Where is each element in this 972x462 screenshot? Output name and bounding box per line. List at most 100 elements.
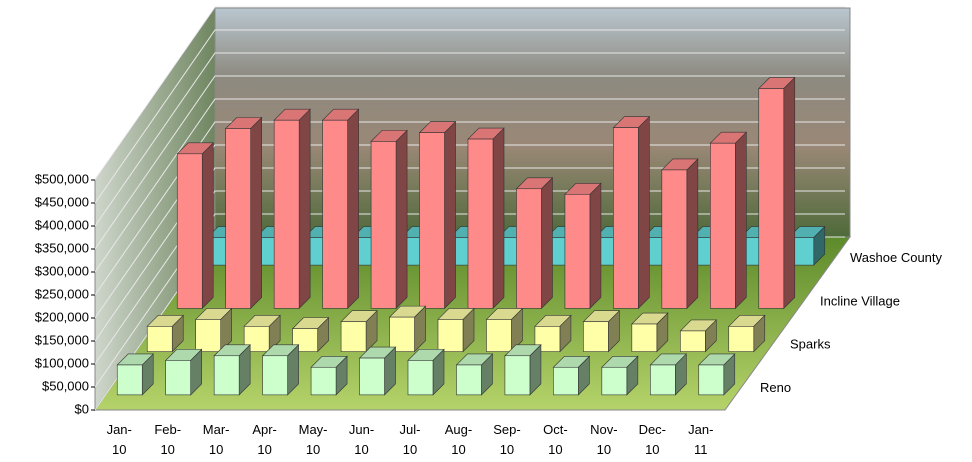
bar-front xyxy=(176,153,203,309)
bar xyxy=(164,348,203,396)
bar xyxy=(418,120,457,310)
bar xyxy=(213,344,251,396)
y-tick-label: $200,000 xyxy=(35,309,89,324)
bar-front xyxy=(631,323,658,352)
bar xyxy=(485,307,524,353)
y-tick-label: $50,000 xyxy=(42,378,89,393)
grid-line xyxy=(94,75,845,250)
y-tick-label: $500,000 xyxy=(35,171,89,186)
bar-front xyxy=(661,169,688,309)
bar xyxy=(273,108,311,310)
bar-front xyxy=(340,321,367,352)
bar-front xyxy=(322,119,348,309)
x-tick-label: Jul-10 xyxy=(399,422,421,457)
x-tick-label: Dec-10 xyxy=(638,422,667,457)
bar xyxy=(146,314,184,353)
bar-front xyxy=(213,355,240,396)
bar xyxy=(601,355,639,396)
grid-line xyxy=(94,52,845,227)
bar xyxy=(243,314,281,353)
x-tick-label: Nov-10 xyxy=(590,422,618,457)
bar-side xyxy=(492,127,505,310)
bar-front xyxy=(359,357,385,396)
bar-side xyxy=(783,76,796,310)
bar-side xyxy=(250,116,262,310)
bar xyxy=(340,309,378,353)
bar xyxy=(176,142,214,310)
bar xyxy=(661,158,699,310)
x-tick-label: Jan-11 xyxy=(688,422,714,457)
series-label: Washoe County xyxy=(850,250,943,265)
y-tick-label: $0 xyxy=(75,401,89,416)
bar-side xyxy=(298,108,311,310)
bar xyxy=(467,127,505,310)
bar xyxy=(649,353,688,396)
bar xyxy=(370,129,408,310)
bar-front xyxy=(504,355,531,396)
bar-front xyxy=(273,119,300,309)
bar xyxy=(709,131,748,310)
series-label: Reno xyxy=(760,380,791,395)
bar-side xyxy=(541,177,553,310)
bar-side xyxy=(395,129,408,310)
bar-front xyxy=(116,364,143,396)
grid-line xyxy=(94,98,845,273)
bar xyxy=(116,353,154,396)
bar xyxy=(224,116,263,310)
bar xyxy=(534,314,572,353)
bar-front xyxy=(456,364,482,396)
x-tick-label: Feb-10 xyxy=(154,422,182,457)
y-tick-label: $100,000 xyxy=(35,355,89,370)
bar-front xyxy=(710,142,736,309)
bar xyxy=(321,108,360,310)
bar xyxy=(504,344,542,396)
bar xyxy=(407,348,445,396)
bar xyxy=(358,346,397,396)
bar-front xyxy=(650,364,676,396)
bar xyxy=(564,182,602,310)
bar xyxy=(679,319,718,353)
bar-front xyxy=(553,366,579,396)
bar-front xyxy=(680,330,706,352)
bar-front xyxy=(310,366,337,396)
bar-front xyxy=(728,326,755,352)
bar xyxy=(515,177,554,310)
bar-front xyxy=(467,138,494,309)
bar-front xyxy=(419,132,445,309)
bar-front xyxy=(437,319,464,352)
bar-side xyxy=(735,131,747,310)
bar xyxy=(758,76,796,310)
y-tick-label: $400,000 xyxy=(35,217,89,232)
bar-side xyxy=(686,158,699,310)
bar-front xyxy=(758,88,785,309)
bar-front xyxy=(407,360,434,396)
x-tick-label: Mar-10 xyxy=(202,422,230,457)
bar-side xyxy=(347,108,359,310)
bar xyxy=(261,344,300,396)
bar xyxy=(582,309,621,353)
bar xyxy=(552,355,591,396)
bar-front xyxy=(516,188,542,309)
x-tick-label: Apr-10 xyxy=(252,422,277,457)
bar xyxy=(612,115,651,310)
series-label: Sparks xyxy=(790,337,831,352)
bar xyxy=(728,314,766,353)
bar-front xyxy=(146,326,173,352)
series-label: Incline Village xyxy=(820,293,900,308)
bar xyxy=(388,305,427,353)
y-tick-label: $450,000 xyxy=(35,194,89,209)
x-tick-label: Jan-10 xyxy=(106,422,132,457)
grid-line xyxy=(94,29,845,204)
bar xyxy=(437,307,475,353)
y-tick-label: $150,000 xyxy=(35,332,89,347)
bar-side xyxy=(638,115,650,310)
x-tick-label: Aug-10 xyxy=(444,422,473,457)
bar-front xyxy=(601,366,628,396)
bar-front xyxy=(389,316,415,352)
bar-front xyxy=(262,355,288,396)
bar xyxy=(631,312,669,353)
y-tick-label: $300,000 xyxy=(35,263,89,278)
bar xyxy=(698,353,736,396)
